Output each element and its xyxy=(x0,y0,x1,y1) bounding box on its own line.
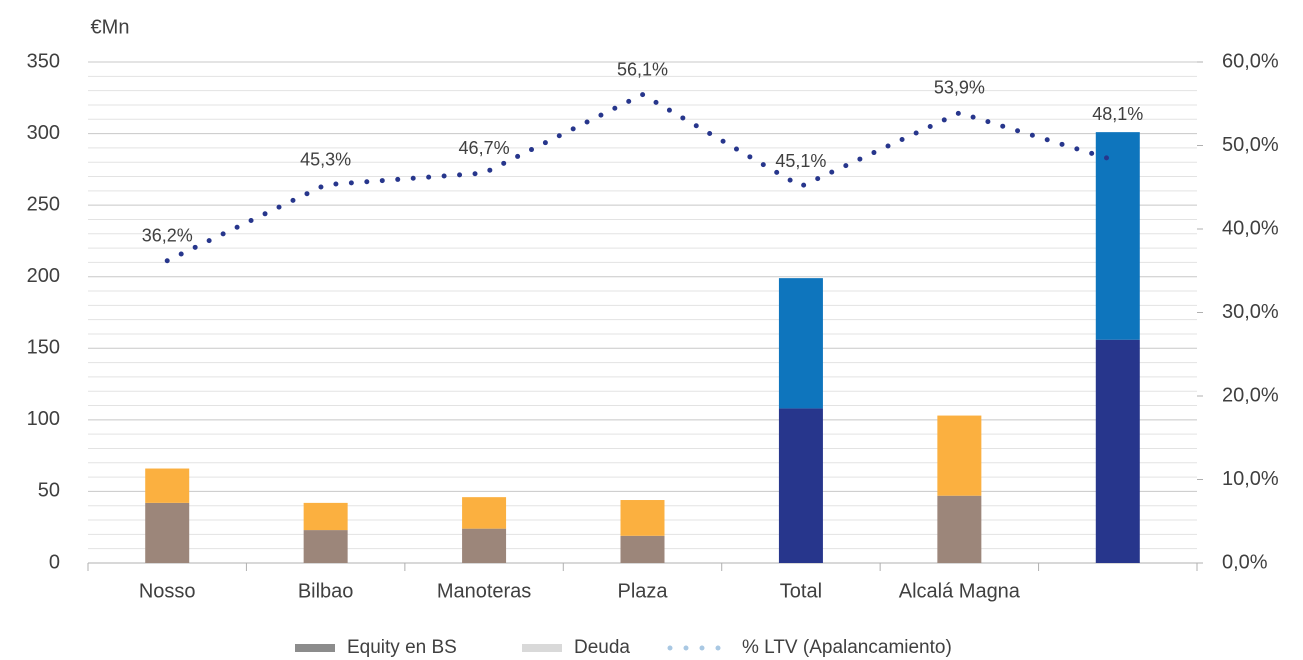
bar-segment xyxy=(778,278,823,409)
bar-segment xyxy=(1095,339,1140,563)
legend-swatch xyxy=(522,644,562,652)
y2-tick-label: 10,0% xyxy=(1222,468,1279,490)
data-label: 53,9% xyxy=(934,78,985,98)
y-tick-label: 300 xyxy=(27,122,60,144)
y-tick-label: 250 xyxy=(27,193,60,215)
y2-tick-label: 40,0% xyxy=(1222,217,1279,239)
y2-tick-label: 0,0% xyxy=(1222,551,1268,573)
y2-tick-label: 30,0% xyxy=(1222,301,1279,323)
data-label: 36,2% xyxy=(142,225,193,245)
bar-segment xyxy=(620,535,665,563)
x-tick-label: Nosso xyxy=(139,580,196,602)
legend-label: Deuda xyxy=(574,637,630,658)
x-tick-label: Bilbao xyxy=(298,580,354,602)
bar-segment xyxy=(937,495,982,563)
legend-label: % LTV (Apalancamiento) xyxy=(742,637,952,658)
data-label: 56,1% xyxy=(617,59,668,79)
bar-segment xyxy=(303,530,348,563)
bar-segment xyxy=(1095,132,1140,340)
x-tick-label: Total xyxy=(780,580,822,602)
bar-segment xyxy=(145,468,190,503)
y-tick-label: 150 xyxy=(27,337,60,359)
y-tick-label: 0 xyxy=(49,551,60,573)
legend-swatch xyxy=(699,645,705,651)
x-tick-label: Plaza xyxy=(617,580,668,602)
y-tick-label: 350 xyxy=(27,50,60,72)
legend-swatch xyxy=(667,645,673,651)
data-label: 45,3% xyxy=(300,149,351,169)
bar-segment xyxy=(462,528,507,563)
x-tick-label: Alcalá Magna xyxy=(899,580,1021,602)
x-tick-label: Manoteras xyxy=(437,580,532,602)
legend-swatch xyxy=(715,645,721,651)
bar-segment xyxy=(778,408,823,563)
legend-swatch xyxy=(683,645,689,651)
legend-label: Equity en BS xyxy=(347,637,457,658)
legend-swatch xyxy=(295,644,335,652)
y-tick-label: 200 xyxy=(27,265,60,287)
y-tick-label: 50 xyxy=(38,480,60,502)
bar-segment xyxy=(620,500,665,536)
y-tick-label: 100 xyxy=(27,408,60,430)
data-label: 46,7% xyxy=(459,138,510,158)
data-label: 48,1% xyxy=(1092,104,1143,124)
bar-segment xyxy=(145,502,190,563)
y2-tick-label: 20,0% xyxy=(1222,384,1279,406)
data-label: 45,1% xyxy=(775,151,826,171)
y2-tick-label: 50,0% xyxy=(1222,134,1279,156)
bar-segment xyxy=(937,415,982,496)
y-axis-label: €Mn xyxy=(91,16,130,38)
bar-segment xyxy=(303,502,348,531)
ltv-line xyxy=(164,91,1121,264)
y2-tick-label: 60,0% xyxy=(1222,50,1279,72)
bar-segment xyxy=(462,497,507,529)
